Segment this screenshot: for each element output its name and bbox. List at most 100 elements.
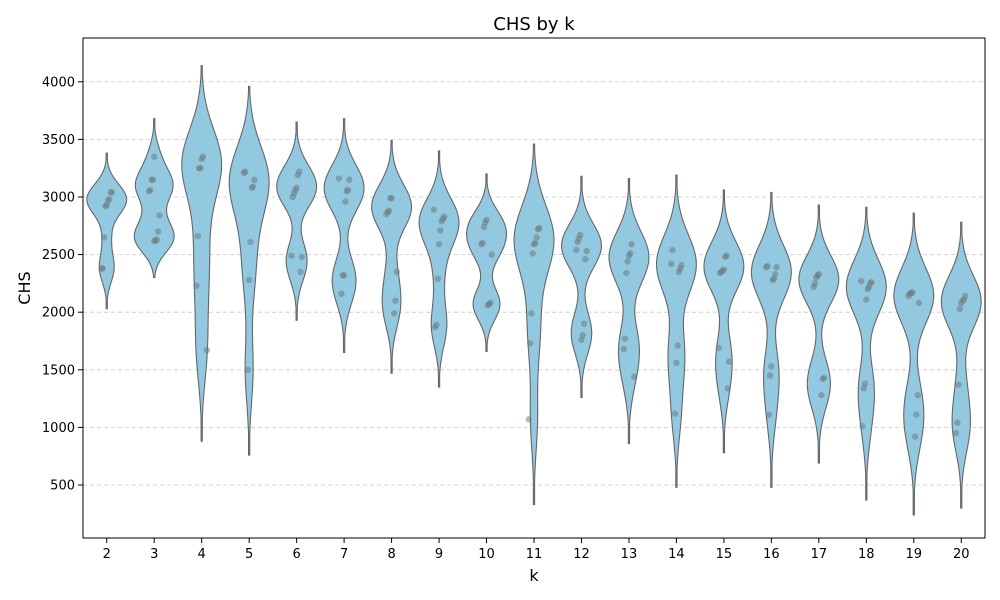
y-tick-label: 3500 <box>42 133 75 148</box>
violin-6 <box>276 121 318 321</box>
data-point <box>766 372 774 379</box>
x-tick-label: 12 <box>573 547 590 562</box>
data-point <box>296 168 303 175</box>
data-point <box>674 342 681 349</box>
x-tick-label: 20 <box>953 547 970 562</box>
x-tick-label: 17 <box>811 547 828 562</box>
data-point <box>108 189 116 196</box>
data-point <box>909 289 916 296</box>
data-point <box>956 305 964 312</box>
data-point <box>627 250 634 257</box>
data-point <box>247 238 254 246</box>
data-point <box>99 265 107 272</box>
data-point <box>724 385 731 392</box>
data-point <box>913 411 920 418</box>
x-tick-label: 11 <box>526 547 543 562</box>
data-point <box>249 183 257 190</box>
data-point <box>764 262 771 270</box>
x-tick-label: 18 <box>858 547 875 562</box>
x-tick-label: 2 <box>103 547 111 562</box>
data-point <box>725 358 733 365</box>
y-axis-ticks: 500 1000 1500 2000 2500 3000 3500 4000 <box>42 75 83 494</box>
data-point <box>818 391 825 399</box>
x-tick-label: 4 <box>198 547 206 562</box>
data-point <box>344 186 352 194</box>
data-point <box>811 280 819 287</box>
x-tick-label: 7 <box>340 547 348 562</box>
violin-2 <box>86 152 128 310</box>
x-axis-ticks: 2 3 4 5 6 7 8 9 10 11 12 13 14 15 16 17 18 19 20 <box>103 538 970 562</box>
data-point <box>573 246 580 254</box>
data-point <box>437 227 444 234</box>
data-point <box>911 433 919 440</box>
data-point <box>715 344 722 352</box>
data-point <box>623 269 630 277</box>
violin-16 <box>750 191 792 488</box>
data-point <box>630 373 638 380</box>
data-point <box>338 290 345 297</box>
data-point <box>385 207 393 215</box>
data-point <box>487 299 494 307</box>
violin-10 <box>466 173 508 352</box>
x-tick-label: 5 <box>245 547 253 562</box>
violin-18 <box>845 206 887 501</box>
x-tick-label: 9 <box>435 547 443 562</box>
violin-20 <box>940 221 982 509</box>
data-point <box>772 270 779 278</box>
violin-4 <box>181 65 223 442</box>
data-point <box>393 268 400 276</box>
data-point <box>293 184 300 191</box>
data-point <box>199 153 207 160</box>
data-point <box>861 380 869 387</box>
data-point <box>620 345 627 353</box>
y-tick-label: 2500 <box>42 248 75 263</box>
data-point <box>390 310 398 317</box>
data-point <box>298 253 306 261</box>
data-point <box>720 266 728 273</box>
data-point <box>529 250 536 257</box>
data-point <box>297 268 304 276</box>
data-point <box>820 374 828 382</box>
data-point <box>961 292 969 300</box>
data-point <box>340 272 348 279</box>
data-point <box>673 359 680 367</box>
data-point <box>671 410 679 417</box>
data-point <box>857 277 865 285</box>
x-tick-label: 6 <box>292 547 300 562</box>
data-point <box>868 279 875 286</box>
data-point <box>488 251 495 258</box>
data-point <box>153 236 161 243</box>
data-point <box>533 234 540 241</box>
data-point <box>433 321 440 329</box>
data-point <box>434 275 441 282</box>
data-point <box>251 176 258 183</box>
x-tick-label: 10 <box>478 547 495 562</box>
data-point <box>100 234 108 241</box>
data-point <box>203 347 211 354</box>
data-point <box>156 212 163 219</box>
data-point <box>628 241 635 248</box>
data-point <box>154 228 162 235</box>
x-tick-label: 13 <box>621 547 638 562</box>
data-point <box>479 239 486 247</box>
data-point <box>242 168 249 175</box>
data-point <box>580 320 588 327</box>
data-point <box>430 206 438 213</box>
violin-3 <box>133 118 175 279</box>
y-tick-label: 3000 <box>42 190 75 205</box>
data-point <box>536 224 543 232</box>
data-point <box>392 297 399 304</box>
data-point <box>106 196 113 203</box>
x-tick-label: 16 <box>763 547 780 562</box>
data-point <box>954 419 961 426</box>
data-point <box>526 340 534 347</box>
data-point <box>528 310 535 317</box>
data-point <box>914 391 921 399</box>
x-tick-label: 19 <box>906 547 923 562</box>
x-axis-label: k <box>529 566 539 585</box>
violin-5 <box>228 85 270 456</box>
data-point <box>288 252 295 259</box>
violin-11 <box>513 143 555 506</box>
data-point <box>582 256 589 263</box>
